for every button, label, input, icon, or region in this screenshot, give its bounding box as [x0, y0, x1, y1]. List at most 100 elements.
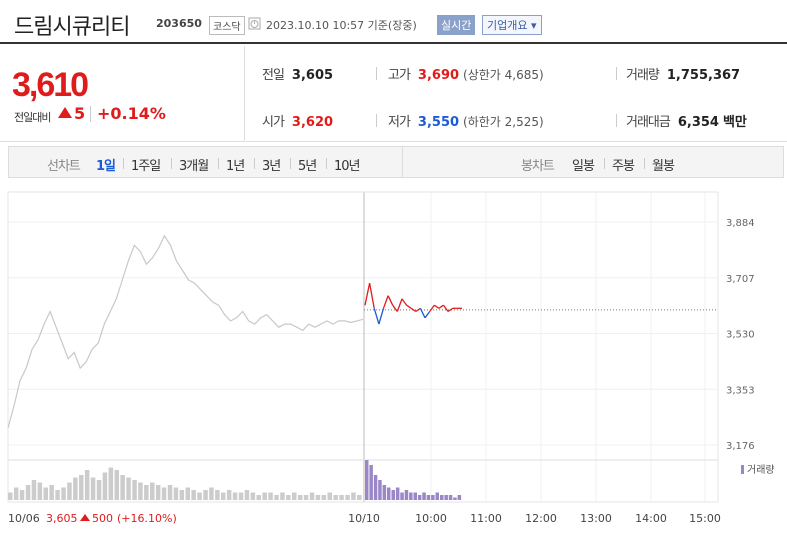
volume-bar — [351, 492, 356, 500]
volume-bar — [150, 482, 155, 500]
stat-value: 3,605 — [291, 68, 334, 83]
volume-bar — [90, 477, 96, 500]
series-segment-10-10 — [447, 307, 454, 313]
divider — [326, 158, 327, 169]
chart-tabs: 선차트 1일 1주일 3개월 1년 3년 5년 10년 봉차트 일봉 주봉 월봉 — [8, 146, 784, 178]
stat-value: 3,550 — [417, 115, 460, 130]
volume-bar — [67, 482, 72, 500]
stat-high: 고가 3,690 (상한가 4,685) — [388, 64, 544, 83]
prev-day-change-pct: (+16.10%) — [117, 512, 177, 525]
volume-bar — [138, 482, 143, 500]
y-axis: 3,884 3,707 3,530 3,353 3,176 — [726, 218, 755, 452]
volume-bar — [155, 485, 161, 500]
volume-bar — [120, 475, 125, 500]
tab-1d[interactable]: 1일 — [96, 159, 116, 174]
company-overview-button[interactable]: 기업개요 ▾ — [482, 15, 542, 35]
volume-bar — [238, 492, 244, 500]
tab-3y[interactable]: 3년 — [262, 159, 281, 174]
series-segment-10-10 — [429, 304, 435, 312]
volume-legend-label: 거래량 — [747, 464, 775, 476]
volume-bar — [161, 487, 167, 500]
volume-bar — [315, 495, 321, 500]
tab-1y[interactable]: 1년 — [226, 159, 245, 174]
volume-bar — [303, 495, 309, 500]
tab-3m[interactable]: 3개월 — [179, 159, 209, 174]
volume-bar — [179, 490, 185, 500]
volume-bar — [262, 492, 267, 500]
divider — [290, 158, 291, 169]
series-segment-10-10 — [396, 298, 403, 312]
volume-bar — [378, 480, 382, 500]
divider — [218, 158, 219, 169]
x-tick-label: 10/10 — [348, 512, 380, 525]
tab-10y[interactable]: 10년 — [334, 159, 360, 174]
y-tick-label: 3,176 — [726, 441, 755, 452]
volume-bar — [108, 467, 114, 500]
tab-1w[interactable]: 1주일 — [131, 159, 161, 174]
volume-bar — [8, 492, 13, 500]
volume-bar — [327, 492, 332, 500]
volume-bar — [19, 490, 25, 500]
volume-bar — [96, 480, 102, 500]
divider — [402, 147, 403, 177]
volume-bar — [426, 495, 431, 500]
volume-bar — [333, 495, 338, 500]
volume-bar — [387, 487, 391, 500]
realtime-button[interactable]: 실시간 — [437, 15, 476, 35]
volume-bar — [321, 495, 327, 500]
volume-bar — [244, 490, 250, 500]
divider — [254, 158, 255, 169]
volume-bar — [369, 465, 373, 500]
stat-volume: 거래량 1,755,367 — [626, 64, 740, 83]
tab-monthly[interactable]: 월봉 — [652, 159, 675, 174]
line-chart-label: 선차트 — [47, 159, 81, 174]
tab-5y[interactable]: 5년 — [298, 159, 317, 174]
volume-bar — [457, 495, 462, 500]
volume-bar — [413, 492, 417, 500]
stat-label: 시가 — [262, 115, 285, 130]
volume-bar — [226, 490, 232, 500]
volume-bar — [173, 487, 179, 500]
volume-bar — [191, 490, 196, 500]
volume-bar — [167, 485, 173, 500]
volume-bar — [280, 492, 285, 500]
plot-frame — [7, 191, 719, 503]
volume-bar — [365, 460, 369, 500]
series-segment-10-10 — [373, 308, 380, 325]
divider — [90, 106, 91, 122]
volume-bar — [268, 492, 273, 500]
divider — [376, 67, 377, 80]
divider — [616, 67, 617, 80]
stat-label: 거래대금 — [626, 115, 671, 130]
volume-bar — [400, 492, 404, 500]
volume-bar — [114, 470, 119, 500]
change-value: 5 — [74, 104, 86, 123]
y-tick-label: 3,884 — [726, 218, 755, 229]
volume-bar — [61, 487, 66, 500]
series-segment-10-10 — [410, 307, 417, 313]
volume-bar — [203, 490, 208, 500]
volume-bar — [345, 495, 350, 500]
volume-bar — [132, 480, 137, 500]
stat-value: 6,354 — [677, 115, 719, 130]
lower-limit: (하한가 2,525) — [463, 115, 544, 129]
volume-bar — [404, 490, 409, 500]
volume-bar — [395, 487, 400, 500]
volume-bar — [292, 492, 297, 500]
volume-bar — [31, 480, 37, 500]
volume-bar — [215, 490, 220, 500]
stats-panel: 전일 3,605 고가 3,690 (상한가 4,685) 거래량 1,755,367 … — [246, 46, 787, 142]
tab-daily[interactable]: 일봉 — [572, 159, 595, 174]
up-arrow-icon — [58, 107, 72, 118]
series-segment-10-10 — [378, 308, 385, 325]
volume-bar — [43, 487, 48, 500]
volume-bar — [444, 495, 448, 500]
stat-label: 전일 — [262, 68, 285, 83]
prev-day-close: 3,605 — [46, 512, 78, 525]
y-tick-label: 3,530 — [726, 330, 755, 341]
volume-bar — [309, 492, 315, 500]
volume-bar — [286, 495, 291, 500]
tab-weekly[interactable]: 주봉 — [612, 159, 635, 174]
series-segment-10-10 — [387, 295, 394, 306]
divider — [123, 158, 124, 169]
